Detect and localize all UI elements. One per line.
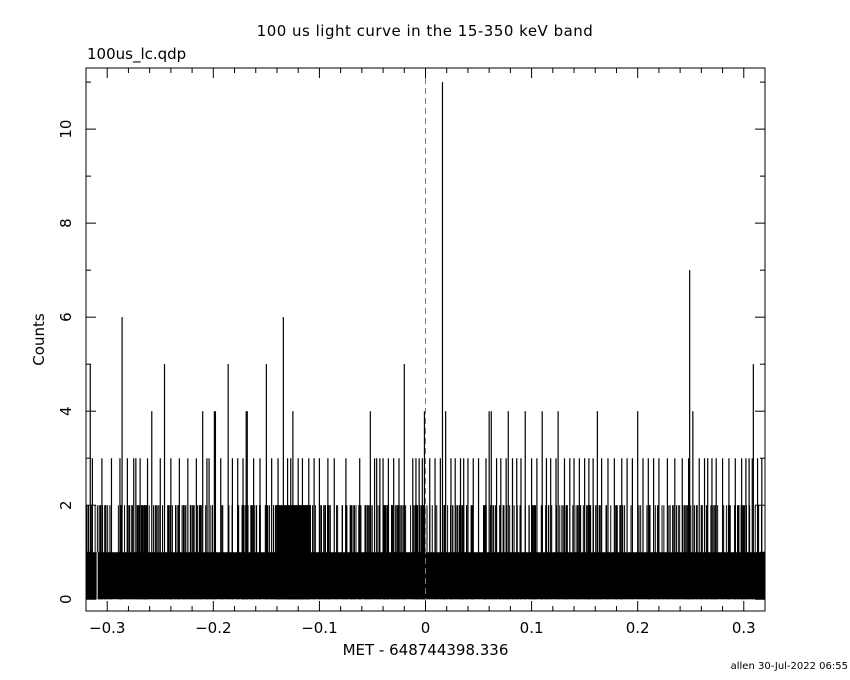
x-axis-label: MET - 648744398.336 xyxy=(343,641,509,659)
x-tick-label: −0.2 xyxy=(195,619,231,637)
ticks-group: −0.3 −0.2 −0.1 0 0.1 0.2 0.3 0 2 4 6 8 10 xyxy=(57,68,766,637)
x-tick-label: 0.1 xyxy=(520,619,544,637)
file-name-label: 100us_lc.qdp xyxy=(87,45,187,63)
y-tick-label: 0 xyxy=(57,594,75,604)
x-tick-label: 0.3 xyxy=(732,619,756,637)
footer-stamp: allen 30-Jul-2022 06:55 xyxy=(730,661,848,672)
chart-title: 100 us light curve in the 15-350 keV ban… xyxy=(256,22,594,40)
x-tick-label: −0.3 xyxy=(89,619,125,637)
y-axis-label: Counts xyxy=(30,313,48,366)
x-tick-label: 0.2 xyxy=(626,619,650,637)
y-tick-label: 10 xyxy=(57,120,75,139)
x-tick-label: 0 xyxy=(421,619,431,637)
y-tick-label: 2 xyxy=(57,500,75,510)
y-tick-label: 6 xyxy=(57,312,75,322)
y-tick-label: 4 xyxy=(57,406,75,416)
y-tick-label: 8 xyxy=(57,218,75,228)
x-tick-label: −0.1 xyxy=(301,619,337,637)
